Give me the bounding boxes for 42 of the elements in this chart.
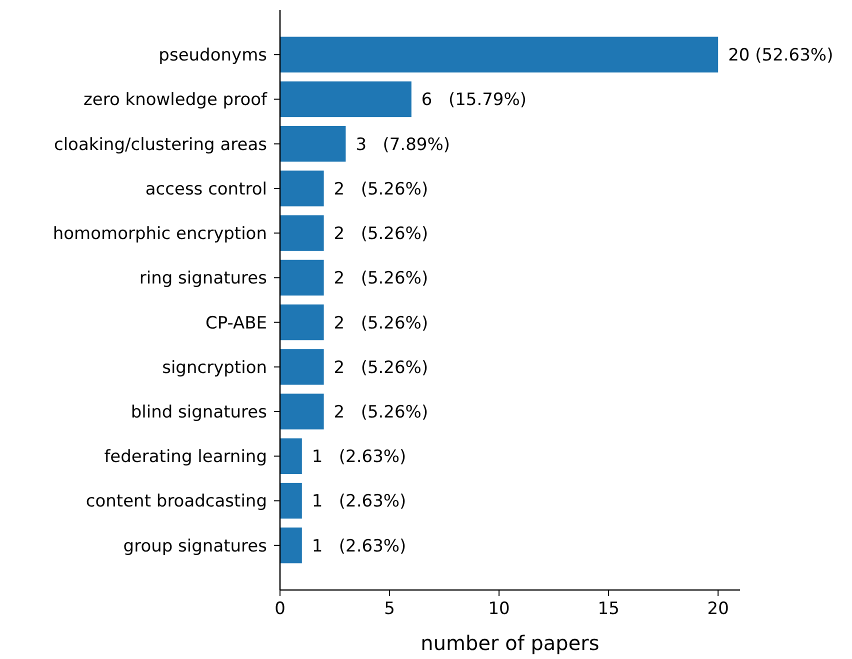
- bar: [280, 260, 324, 296]
- data-label: 2 (5.26%): [334, 313, 428, 334]
- y-tick-label: ring signatures: [139, 268, 268, 289]
- y-tick-label: pseudonyms: [158, 46, 268, 66]
- x-tick-label: 10: [488, 599, 510, 619]
- data-label: 2 (5.26%): [334, 224, 428, 244]
- data-label: 2 (5.26%): [334, 179, 428, 200]
- y-tick-label: homomorphic encryption: [52, 224, 267, 244]
- x-axis-title: number of papers: [420, 631, 600, 655]
- bar: [280, 349, 324, 385]
- bar: [280, 126, 346, 162]
- bar: [280, 394, 324, 430]
- data-label: 6 (15.79%): [421, 90, 527, 110]
- y-tick-label: group signatures: [123, 536, 268, 556]
- bar: [280, 438, 302, 474]
- data-label: 2 (5.26%): [334, 268, 428, 289]
- data-label: 2 (5.26%): [334, 402, 428, 422]
- x-tick-label: 15: [598, 599, 620, 619]
- y-tick-label: content broadcasting: [86, 492, 267, 512]
- y-tick-label: CP-ABE: [205, 313, 267, 334]
- x-tick-label: 20: [707, 599, 729, 619]
- x-tick-label: 5: [384, 599, 395, 619]
- y-tick-label: signcryption: [162, 358, 267, 378]
- bar: [280, 482, 302, 519]
- bar: [280, 215, 324, 251]
- data-label: 1 (2.63%): [312, 447, 406, 468]
- y-tick-label: access control: [145, 179, 267, 200]
- y-tick-label: zero knowledge proof: [83, 90, 268, 110]
- data-label: 2 (5.26%): [334, 358, 428, 378]
- bar: [280, 81, 412, 118]
- data-label: 1 (2.63%): [312, 536, 406, 556]
- bar: [280, 170, 324, 206]
- data-label: 1 (2.63%): [312, 492, 406, 512]
- y-tick-label: blind signatures: [130, 402, 268, 422]
- x-tick-label: 0: [274, 599, 286, 619]
- y-tick-label: cloaking/clustering areas: [54, 134, 268, 155]
- bar: [280, 304, 324, 340]
- y-tick-label: federating learning: [104, 447, 267, 468]
- bar: [280, 528, 302, 564]
- bar: [280, 36, 718, 72]
- data-label: 20 (52.63%): [728, 46, 834, 66]
- data-label: 3 (7.89%): [356, 134, 450, 155]
